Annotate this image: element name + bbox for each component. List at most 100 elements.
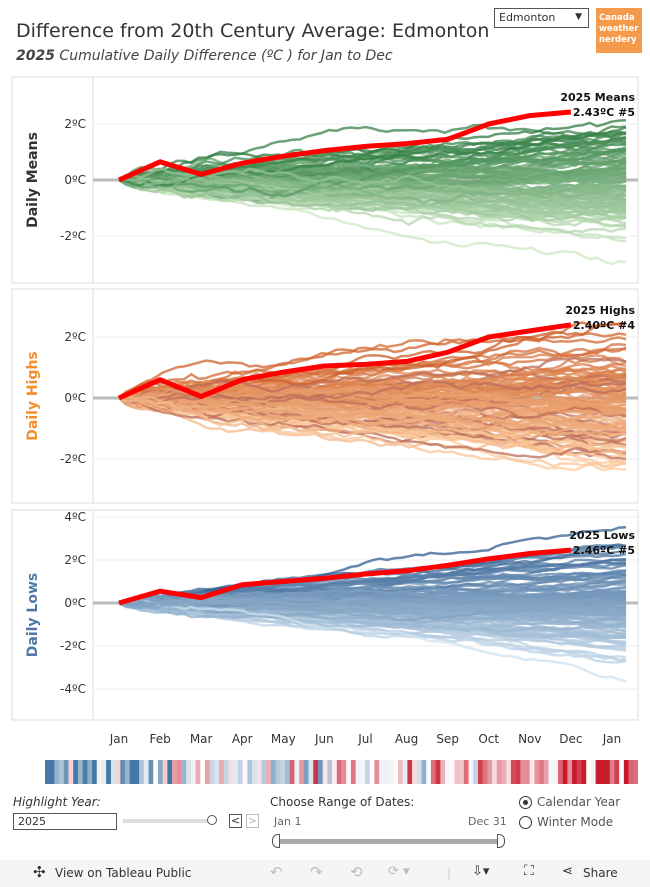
share-icon[interactable]: ⋖ <box>562 864 573 879</box>
year-stripe[interactable] <box>435 760 441 784</box>
year-stripe[interactable] <box>247 760 253 784</box>
year-stripe[interactable] <box>572 760 578 784</box>
year-stripe[interactable] <box>534 760 540 784</box>
year-stripe[interactable] <box>157 760 163 784</box>
year-stripe[interactable] <box>285 760 291 784</box>
year-stripe[interactable] <box>332 760 338 784</box>
year-stripe[interactable] <box>162 760 168 784</box>
year-stripe[interactable] <box>59 760 65 784</box>
year-stripe[interactable] <box>125 760 131 784</box>
redo-icon[interactable]: ↷ <box>310 863 323 881</box>
year-stripe[interactable] <box>468 760 474 784</box>
year-stripe[interactable] <box>45 760 51 784</box>
year-stripe[interactable] <box>477 760 483 784</box>
year-stripe[interactable] <box>609 760 615 784</box>
year-stripe[interactable] <box>633 760 638 784</box>
year-stripe[interactable] <box>134 760 140 784</box>
year-stripe[interactable] <box>553 760 559 784</box>
year-stripe[interactable] <box>214 760 220 784</box>
year-stripe[interactable] <box>590 760 596 784</box>
year-stripe[interactable] <box>365 760 371 784</box>
year-stripe[interactable] <box>379 760 385 784</box>
year-stripe[interactable] <box>139 760 145 784</box>
year-stripe[interactable] <box>148 760 154 784</box>
undo-icon[interactable]: ↶ <box>270 863 283 881</box>
year-stripe[interactable] <box>576 760 582 784</box>
year-stripe[interactable] <box>115 760 121 784</box>
year-stripe[interactable] <box>167 760 173 784</box>
year-stripe[interactable] <box>252 760 258 784</box>
year-stripe[interactable] <box>322 760 328 784</box>
refresh-icon[interactable]: ⟳ ▾ <box>388 864 410 879</box>
year-stripe[interactable] <box>388 760 394 784</box>
prev-year-button[interactable]: < <box>229 814 242 828</box>
year-stripe[interactable] <box>496 760 502 784</box>
year-stripe[interactable] <box>581 760 587 784</box>
year-stripe[interactable] <box>261 760 267 784</box>
revert-icon[interactable]: ⟲ <box>350 863 363 881</box>
year-stripe[interactable] <box>68 760 74 784</box>
year-stripe[interactable] <box>96 760 102 784</box>
year-stripe[interactable] <box>430 760 436 784</box>
year-stripe[interactable] <box>73 760 79 784</box>
year-stripe[interactable] <box>87 760 93 784</box>
year-stripe[interactable] <box>619 760 625 784</box>
year-stripe[interactable] <box>557 760 563 784</box>
year-stripe[interactable] <box>501 760 507 784</box>
year-stripe[interactable] <box>266 760 272 784</box>
year-stripe[interactable] <box>412 760 418 784</box>
year-stripe[interactable] <box>190 760 196 784</box>
mode-calendar-year[interactable]: Calendar Year <box>519 795 620 809</box>
year-stripe[interactable] <box>515 760 521 784</box>
year-stripe[interactable] <box>421 760 427 784</box>
date-range-track[interactable] <box>277 839 502 844</box>
year-stripe[interactable] <box>402 760 408 784</box>
year-stripe[interactable] <box>548 760 554 784</box>
year-stripe[interactable] <box>153 760 159 784</box>
year-stripe[interactable] <box>223 760 229 784</box>
range-start-handle[interactable] <box>272 834 280 848</box>
year-stripe[interactable] <box>383 760 389 784</box>
year-stripe[interactable] <box>487 760 493 784</box>
year-stripe[interactable] <box>256 760 262 784</box>
year-stripe[interactable] <box>350 760 356 784</box>
year-stripe[interactable] <box>181 760 187 784</box>
year-stripe[interactable] <box>242 760 248 784</box>
year-stripe[interactable] <box>49 760 55 784</box>
year-stripe[interactable] <box>237 760 243 784</box>
year-stripe[interactable] <box>562 760 568 784</box>
year-stripe[interactable] <box>393 760 399 784</box>
year-stripe[interactable] <box>143 760 149 784</box>
highlight-year-line[interactable] <box>118 547 572 606</box>
year-stripe[interactable] <box>270 760 276 784</box>
year-stripe[interactable] <box>106 760 112 784</box>
city-dropdown[interactable]: Edmonton ▼ <box>494 8 589 28</box>
year-stripe[interactable] <box>449 760 455 784</box>
year-stripe[interactable] <box>369 760 375 784</box>
year-stripe[interactable] <box>623 760 629 784</box>
year-stripe[interactable] <box>205 760 211 784</box>
year-stripe[interactable] <box>327 760 333 784</box>
year-stripe[interactable] <box>407 760 413 784</box>
year-stripe[interactable] <box>426 760 432 784</box>
year-stripe[interactable] <box>77 760 83 784</box>
year-stripe[interactable] <box>54 760 60 784</box>
year-stripe[interactable] <box>209 760 215 784</box>
year-stripe[interactable] <box>195 760 201 784</box>
share-button[interactable]: Share <box>583 866 618 880</box>
year-stripe[interactable] <box>397 760 403 784</box>
year-stripe[interactable] <box>200 760 206 784</box>
year-stripe[interactable] <box>416 760 422 784</box>
year-stripe[interactable] <box>336 760 342 784</box>
year-stripe[interactable] <box>374 760 380 784</box>
year-stripe[interactable] <box>482 760 488 784</box>
year-stripe[interactable] <box>473 760 479 784</box>
download-icon[interactable]: ⇩▾ <box>472 864 490 879</box>
year-stripe[interactable] <box>520 760 526 784</box>
year-stripe[interactable] <box>186 760 192 784</box>
year-stripe[interactable] <box>600 760 606 784</box>
year-stripe[interactable] <box>346 760 352 784</box>
year-stripe[interactable] <box>586 760 592 784</box>
highlight-year-line[interactable] <box>117 322 572 401</box>
next-year-button[interactable]: > <box>246 814 259 828</box>
